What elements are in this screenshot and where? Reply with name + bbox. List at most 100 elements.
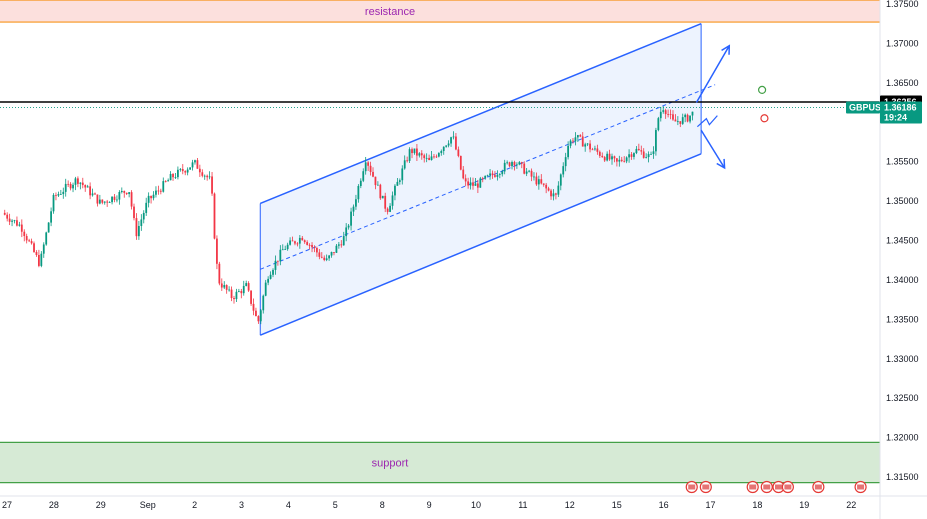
candle-body-28 <box>72 184 74 189</box>
candle-body-47 <box>118 192 121 200</box>
candle-body-273 <box>669 114 672 116</box>
candle-body-259 <box>635 148 638 154</box>
candle-body-68 <box>169 174 172 181</box>
x-tick-label-9: 9 <box>427 500 432 510</box>
candle-body-63 <box>157 190 160 192</box>
levels-layer <box>0 101 880 108</box>
candle-body-225 <box>552 193 555 197</box>
candle-body-14 <box>37 254 40 266</box>
candle-body-147 <box>362 171 365 181</box>
projection-arrow-up-shaft <box>695 45 730 103</box>
candle-body-104 <box>257 316 260 322</box>
candle-body-245 <box>601 155 604 158</box>
candle-body-186 <box>457 149 460 156</box>
candle-body-282 <box>691 111 694 116</box>
candle-body-181 <box>445 145 448 147</box>
candle-body-236 <box>579 135 582 137</box>
candle-body-24 <box>62 191 65 195</box>
candle-body-154 <box>379 184 382 199</box>
candle-body-258 <box>633 153 635 157</box>
candle-body-40 <box>101 199 104 203</box>
candle-body-261 <box>640 150 643 152</box>
candle-body-196 <box>481 178 484 180</box>
candle-body-260 <box>637 148 640 151</box>
y-tick-label-3: 1.35500 <box>886 157 919 167</box>
candle-body-192 <box>472 182 474 186</box>
channel-lower-line <box>259 153 702 336</box>
candle-body-82 <box>203 175 206 177</box>
candle-body-31 <box>79 182 82 184</box>
candle-body-250 <box>613 156 616 159</box>
x-tick-label-3: Sep <box>140 500 156 510</box>
resistance-zone-label: resistance <box>365 6 415 18</box>
current-price-tag <box>880 101 922 124</box>
channel-upper-line <box>259 22 702 205</box>
candle-body-201 <box>494 175 496 177</box>
x-tick-label-17: 19 <box>799 500 809 510</box>
candle-body-23 <box>59 194 62 195</box>
economic-event-flag-4 <box>775 484 783 490</box>
economic-event-flag-3 <box>763 484 771 490</box>
candle-body-234 <box>574 137 577 142</box>
price-axis[interactable]: 1.37500 1.37000 1.36500 1.35500 1.35000 1.345… <box>886 0 919 482</box>
candle-body-202 <box>496 174 499 177</box>
time-axis[interactable]: 27 28 29 Sep 2 3 4 5 8 9 10 11 12 15 16 17 18 19 22 <box>2 500 856 510</box>
candle-body-69 <box>172 174 174 178</box>
candle-body-99 <box>245 283 248 286</box>
candle-body-64 <box>159 190 162 192</box>
candle-body-118 <box>291 240 294 242</box>
candle-body-271 <box>664 110 667 115</box>
candle-body-243 <box>596 148 599 152</box>
candle-body-237 <box>581 136 584 147</box>
x-tick-label-13: 15 <box>612 500 622 510</box>
candle-body-83 <box>206 175 209 178</box>
candle-body-218 <box>535 176 538 185</box>
candle-body-193 <box>474 183 477 186</box>
candle-body-176 <box>433 156 435 158</box>
candle-body-92 <box>228 289 231 291</box>
candle-body-138 <box>340 244 343 246</box>
candle-body-174 <box>428 157 430 161</box>
projection-arrow-down-head <box>716 158 726 170</box>
candle-body-255 <box>625 157 628 162</box>
candle-body-213 <box>523 163 526 174</box>
candle-body-115 <box>284 249 287 250</box>
candle-body-81 <box>201 172 204 176</box>
candle-body-112 <box>276 260 279 262</box>
candle-body-78 <box>194 160 196 163</box>
candle-body-240 <box>589 143 591 150</box>
candle-body-172 <box>423 155 426 159</box>
candle-body-75 <box>186 169 189 173</box>
candle-body-269 <box>659 111 662 119</box>
candle-body-133 <box>328 255 331 259</box>
y-tick-label-5: 1.34500 <box>886 236 919 246</box>
candle-body-134 <box>330 251 333 256</box>
x-tick-label-15: 17 <box>705 500 715 510</box>
economic-event-flag-2 <box>749 484 757 490</box>
candle-body-39 <box>98 199 101 204</box>
candle-body-276 <box>676 121 679 123</box>
y-tick-label-1: 1.37000 <box>886 38 919 48</box>
candle-body-49 <box>123 190 126 193</box>
symbol-tag-text: GBPUSD <box>849 103 888 113</box>
support-zone-label: support <box>372 457 409 469</box>
candle-body-267 <box>655 130 657 152</box>
candle-body-41 <box>103 201 106 203</box>
candle-body-91 <box>225 285 228 290</box>
candle-body-96 <box>237 291 240 292</box>
candle-body-113 <box>279 249 282 262</box>
support-zone <box>0 442 880 483</box>
candle-body-103 <box>255 310 257 317</box>
candle-body-188 <box>462 169 465 179</box>
candle-body-153 <box>376 184 379 186</box>
candle-body-268 <box>657 118 660 131</box>
candle-body-100 <box>247 283 250 291</box>
x-tick-label-0: 27 <box>2 500 12 510</box>
candle-body-152 <box>374 176 377 186</box>
candle-body-17 <box>45 232 48 245</box>
candle-body-199 <box>489 173 491 176</box>
candle-body-162 <box>398 180 401 182</box>
candle-body-143 <box>352 206 355 212</box>
candle-body-247 <box>606 153 609 161</box>
